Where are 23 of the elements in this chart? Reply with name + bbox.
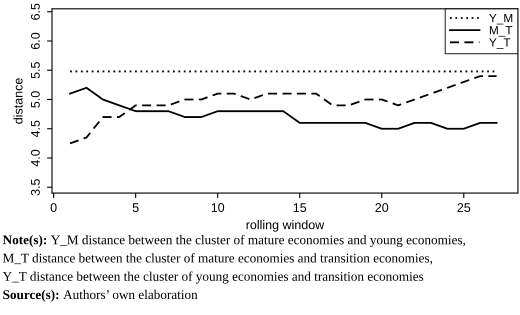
y-tick-label: 5.5 [31,62,40,78]
y-tick-label: 4.5 [31,120,40,138]
x-axis-title: rolling window [246,220,324,232]
x-tick-label: 20 [375,203,388,212]
x-tick-label: 15 [294,203,306,212]
x-tick-label: 0 [50,203,57,212]
legend-label: Y_M [489,14,512,24]
y-tick-label: 5.0 [30,91,40,108]
y-tick-label: 3.5 [30,179,40,196]
text: Note(s): Y_M distance between the cluster of mature economies and young economies, [2,234,466,248]
legend-label: Y_T [489,38,510,49]
y-axis-title: distance [13,78,23,124]
x-tick-label: 5 [132,203,139,212]
line-series [69,75,498,144]
legend-label: M_T [490,26,512,37]
y-tick-label: 4.0 [30,150,40,166]
x-tick-label: 10 [212,203,224,212]
y-tick-label: 6.0 [30,32,40,50]
source-note: Source(s): Authors’ own elaboration [3,290,198,302]
text: M_T distance between the cluster of mature economies and transition economies, [2,253,432,264]
text: Y_T distance between the cluster of young economies and transition economies [2,271,424,284]
y-tick-label: 6.5 [30,4,40,20]
x-tick-label: 25 [457,203,470,212]
